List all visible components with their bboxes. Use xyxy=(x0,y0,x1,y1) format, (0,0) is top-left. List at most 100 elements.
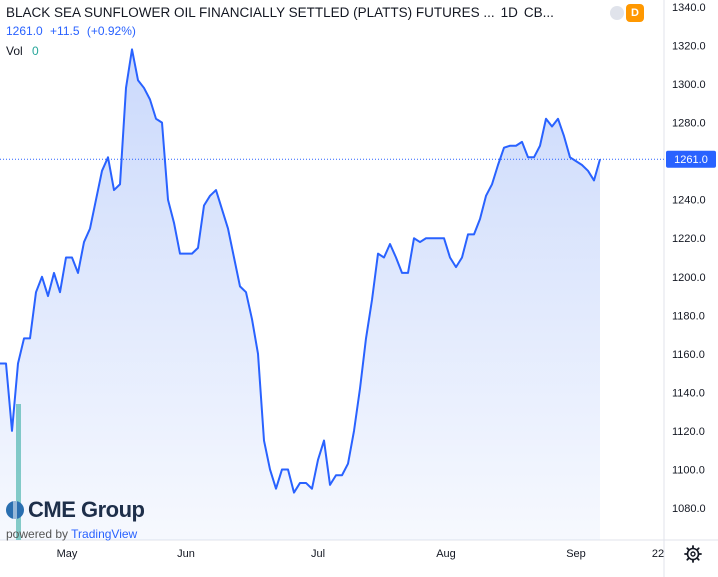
volume-label: Vol xyxy=(6,44,23,58)
price-point xyxy=(581,164,583,166)
price-point xyxy=(215,189,217,191)
tradingview-link[interactable]: TradingView xyxy=(71,527,138,541)
header-icons: D xyxy=(610,4,644,22)
price-point xyxy=(563,135,565,137)
x-tick-label: Jun xyxy=(177,548,195,560)
y-tick-label: 1100.0 xyxy=(672,464,705,476)
title-row: BLACK SEA SUNFLOWER OIL FINANCIALLY SETT… xyxy=(6,5,666,20)
x-tick-label: Sep xyxy=(566,548,586,560)
globe-icon xyxy=(6,501,24,519)
symbol-title[interactable]: BLACK SEA SUNFLOWER OIL FINANCIALLY SETT… xyxy=(6,5,495,20)
price-point xyxy=(497,164,499,166)
x-tick-label: Aug xyxy=(436,548,456,560)
price-point xyxy=(599,158,601,160)
price-point xyxy=(533,156,535,158)
price-point xyxy=(299,482,301,484)
price-point xyxy=(143,87,145,89)
gear-icon[interactable] xyxy=(684,545,702,563)
price-point xyxy=(149,98,151,100)
price-point xyxy=(191,253,193,255)
price-point xyxy=(437,237,439,239)
price-point xyxy=(257,353,259,355)
price-point xyxy=(161,122,163,124)
y-tick-label: 1080.0 xyxy=(672,503,706,515)
price-point xyxy=(269,468,271,470)
volume-value: 0 xyxy=(32,44,39,58)
y-tick-label: 1300.0 xyxy=(672,79,706,91)
price-point xyxy=(245,291,247,293)
powered-by[interactable]: powered by TradingView xyxy=(6,527,145,541)
x-tick-label: Jul xyxy=(311,548,325,560)
price-point xyxy=(287,468,289,470)
price-point xyxy=(173,222,175,224)
price-point xyxy=(65,257,67,259)
last-price-label: 1261.0 xyxy=(666,150,716,168)
price-point xyxy=(575,160,577,162)
price-point xyxy=(239,285,241,287)
price-point xyxy=(401,272,403,274)
price-point xyxy=(107,156,109,158)
price-point xyxy=(281,468,283,470)
price-point xyxy=(209,195,211,197)
y-tick-label: 1160.0 xyxy=(672,349,705,361)
last-price-label-text: 1261.0 xyxy=(674,154,708,166)
cme-logo[interactable]: CME Group powered by TradingView xyxy=(6,497,145,541)
volume-bars xyxy=(16,404,21,540)
price-point xyxy=(449,257,451,259)
price-point xyxy=(521,141,523,143)
price-point xyxy=(17,362,19,364)
price-point xyxy=(569,156,571,158)
last-price: 1261.0 xyxy=(6,24,43,38)
x-tick-label: May xyxy=(57,548,78,560)
x-tick-label: 22 xyxy=(652,548,664,560)
price-point xyxy=(41,276,43,278)
price-point xyxy=(251,318,253,320)
price-point xyxy=(503,147,505,149)
price-point xyxy=(527,156,529,158)
price-point xyxy=(383,257,385,259)
dividend-badge[interactable]: D xyxy=(626,4,644,22)
price-point xyxy=(137,79,139,81)
price-point xyxy=(203,204,205,206)
price-point xyxy=(77,272,79,274)
price-point xyxy=(293,492,295,494)
price-point xyxy=(443,237,445,239)
price-point xyxy=(425,237,427,239)
volume-bar xyxy=(16,404,21,540)
price-point xyxy=(335,474,337,476)
price-point xyxy=(377,253,379,255)
price-point xyxy=(95,199,97,201)
price-point xyxy=(353,430,355,432)
price-point xyxy=(23,337,25,339)
price-point xyxy=(479,218,481,220)
y-tick-label: 1340.0 xyxy=(672,2,706,14)
y-tick-label: 1140.0 xyxy=(672,387,705,399)
price-point xyxy=(593,179,595,181)
price-point xyxy=(473,233,475,235)
price-point xyxy=(389,243,391,245)
last-price-label-bg xyxy=(666,150,716,168)
price-change: +11.5 xyxy=(50,24,80,38)
price-point xyxy=(227,228,229,230)
price-point xyxy=(317,459,319,461)
price-point xyxy=(197,247,199,249)
price-point xyxy=(455,266,457,268)
y-tick-label: 1320.0 xyxy=(672,41,706,53)
price-point xyxy=(545,118,547,120)
y-tick-label: 1120.0 xyxy=(672,426,705,438)
price-change-pct: (+0.92%) xyxy=(86,24,136,38)
price-point xyxy=(341,474,343,476)
cme-brand: CME Group xyxy=(6,497,145,523)
interval-label[interactable]: 1D xyxy=(500,5,518,20)
price-point xyxy=(329,484,331,486)
price-point xyxy=(461,257,463,259)
price-point xyxy=(179,253,181,255)
y-tick-label: 1180.0 xyxy=(672,310,705,322)
price-point xyxy=(359,388,361,390)
y-tick-label: 1280.0 xyxy=(672,118,706,130)
visibility-icon[interactable] xyxy=(610,6,624,20)
exchange-label: CB... xyxy=(523,5,554,20)
price-area-fill xyxy=(0,49,600,540)
price-point xyxy=(557,118,559,120)
